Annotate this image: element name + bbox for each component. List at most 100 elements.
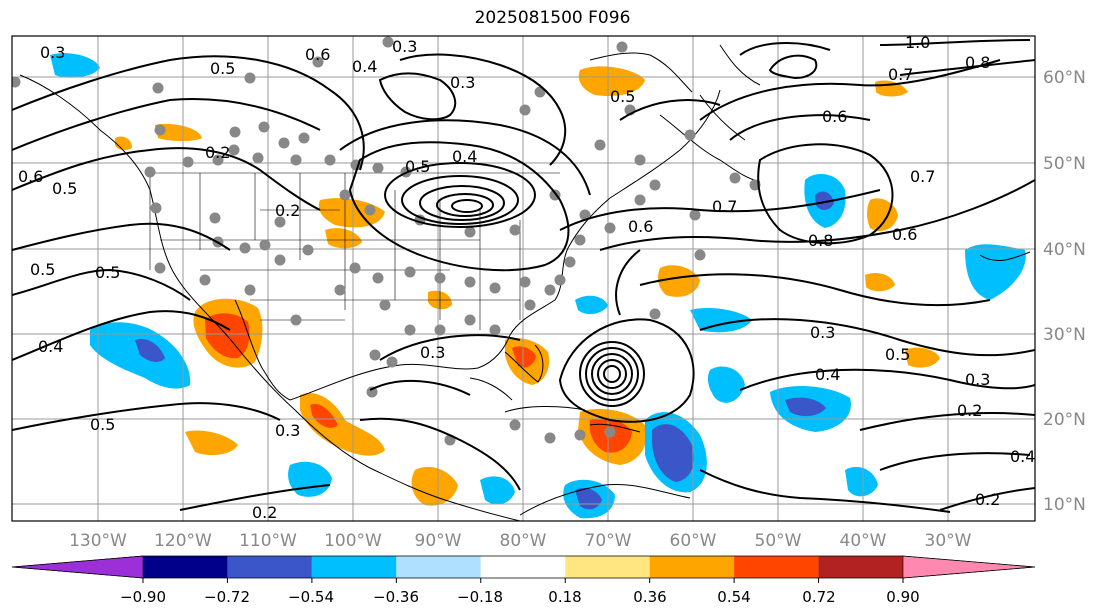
shade-centam-red	[310, 403, 338, 428]
lon-label: 100°W	[324, 531, 382, 551]
station-dot	[489, 282, 501, 294]
lat-label: 20°N	[1043, 410, 1086, 430]
station-dot	[324, 154, 336, 166]
contour-label: 0.6	[892, 225, 917, 244]
station-dot	[544, 284, 556, 296]
station-dot	[489, 324, 501, 336]
shade-atl-darkblue-2	[785, 397, 826, 417]
colorbar-segment	[818, 556, 903, 578]
station-dot	[464, 276, 476, 288]
colorbar-tick-label: 0.90	[886, 588, 919, 606]
station-dot	[144, 166, 156, 178]
contour-label: 0.2	[275, 201, 300, 220]
station-dot	[729, 172, 741, 184]
station-dot	[244, 284, 256, 296]
station-dot	[364, 204, 376, 216]
station-dot	[404, 266, 416, 278]
colorbar-segment	[565, 556, 650, 578]
longitude-labels: 130°W 120°W 110°W 100°W 90°W 80°W 70°W 6…	[69, 531, 972, 551]
contour-label: 0.4	[352, 57, 377, 76]
station-dot	[244, 72, 256, 84]
station-dot	[554, 274, 566, 286]
station-dot	[229, 126, 241, 138]
colorbar-segment	[227, 556, 312, 578]
shade-gulf-orange	[185, 430, 238, 456]
station-dots	[12, 36, 761, 446]
station-dot	[252, 152, 264, 164]
station-dot	[334, 284, 346, 296]
contour-label: 0.4	[1010, 447, 1035, 466]
colorbar-segment	[649, 556, 735, 578]
station-dot	[564, 256, 576, 268]
contour-label: 0.6	[822, 107, 847, 126]
shade-caribbean-darkblue	[652, 424, 695, 482]
lon-label: 60°W	[670, 531, 717, 551]
colorbar-tick-label: 0.54	[717, 588, 750, 606]
contour-label: 0.7	[712, 197, 737, 216]
station-dot	[634, 154, 646, 166]
station-dot	[152, 82, 164, 94]
colorbar-segment	[396, 556, 481, 578]
station-dot	[274, 216, 286, 228]
station-dot	[464, 226, 476, 238]
station-dot	[228, 144, 240, 156]
station-dot	[278, 137, 290, 149]
shade-atl-blue-4	[690, 308, 752, 333]
shaded-regions	[50, 53, 1026, 519]
colorbar-tick-label: −0.36	[373, 588, 419, 606]
station-dot	[382, 36, 394, 48]
shade-atl-orange-3	[865, 273, 895, 292]
station-dot	[544, 432, 556, 444]
contour-label: 0.4	[38, 337, 63, 356]
station-dot	[649, 308, 661, 320]
contour-label: 0.2	[957, 401, 982, 420]
station-dot	[154, 124, 166, 136]
contour-label: 0.4	[815, 365, 840, 384]
colorbar	[11, 555, 1036, 583]
contour-label: 0.5	[885, 345, 910, 364]
colorbar-tick-label: 0.36	[633, 588, 666, 606]
station-dot	[464, 314, 476, 326]
station-dot	[369, 349, 381, 361]
latitude-labels: 60°N 50°N 40°N 30°N 20°N 10°N	[1043, 68, 1086, 515]
colorbar-tick-label: −0.18	[457, 588, 503, 606]
station-dot	[604, 426, 616, 438]
station-dot	[379, 299, 391, 311]
contour-label: 0.3	[420, 343, 445, 362]
lon-label: 120°W	[154, 531, 212, 551]
contour-label: 0.2	[205, 143, 230, 162]
station-dot	[150, 202, 162, 214]
colorbar-segment	[311, 556, 397, 578]
coastlines	[19, 44, 1031, 521]
station-dot	[239, 242, 251, 254]
lat-label: 30°N	[1043, 325, 1086, 345]
contour-lines	[12, 39, 1035, 513]
station-dot	[12, 76, 21, 88]
station-dot	[519, 276, 531, 288]
station-dot	[302, 244, 314, 256]
contour-label: 1.0	[905, 33, 930, 52]
shade-atl-blue-7	[575, 295, 608, 315]
station-dot	[649, 179, 661, 191]
map-frame	[11, 35, 1036, 522]
shade-atl-darkblue-1	[815, 191, 834, 211]
contour-label: 0.7	[888, 65, 913, 84]
lat-label: 10°N	[1043, 495, 1086, 515]
lon-label: 30°W	[925, 531, 972, 551]
shade-atl-orange-4	[905, 347, 940, 368]
contour-label: 0.8	[965, 53, 990, 72]
contour-label: 0.8	[808, 231, 833, 250]
station-dot	[579, 209, 591, 221]
lon-label: 80°W	[500, 531, 547, 551]
station-dot	[634, 194, 646, 206]
shade-atl-blue-5	[965, 244, 1026, 300]
contour-label: 0.3	[965, 370, 990, 389]
station-dot	[349, 262, 361, 274]
colorbar-segment	[480, 556, 566, 578]
map-title: 2025081500 F096	[474, 8, 631, 28]
shade-wc-blue	[50, 53, 100, 78]
station-dot	[689, 209, 701, 221]
shade-atl-blue-6	[845, 466, 878, 497]
contour-label: 0.5	[95, 263, 120, 282]
shade-florida-red	[512, 346, 536, 368]
